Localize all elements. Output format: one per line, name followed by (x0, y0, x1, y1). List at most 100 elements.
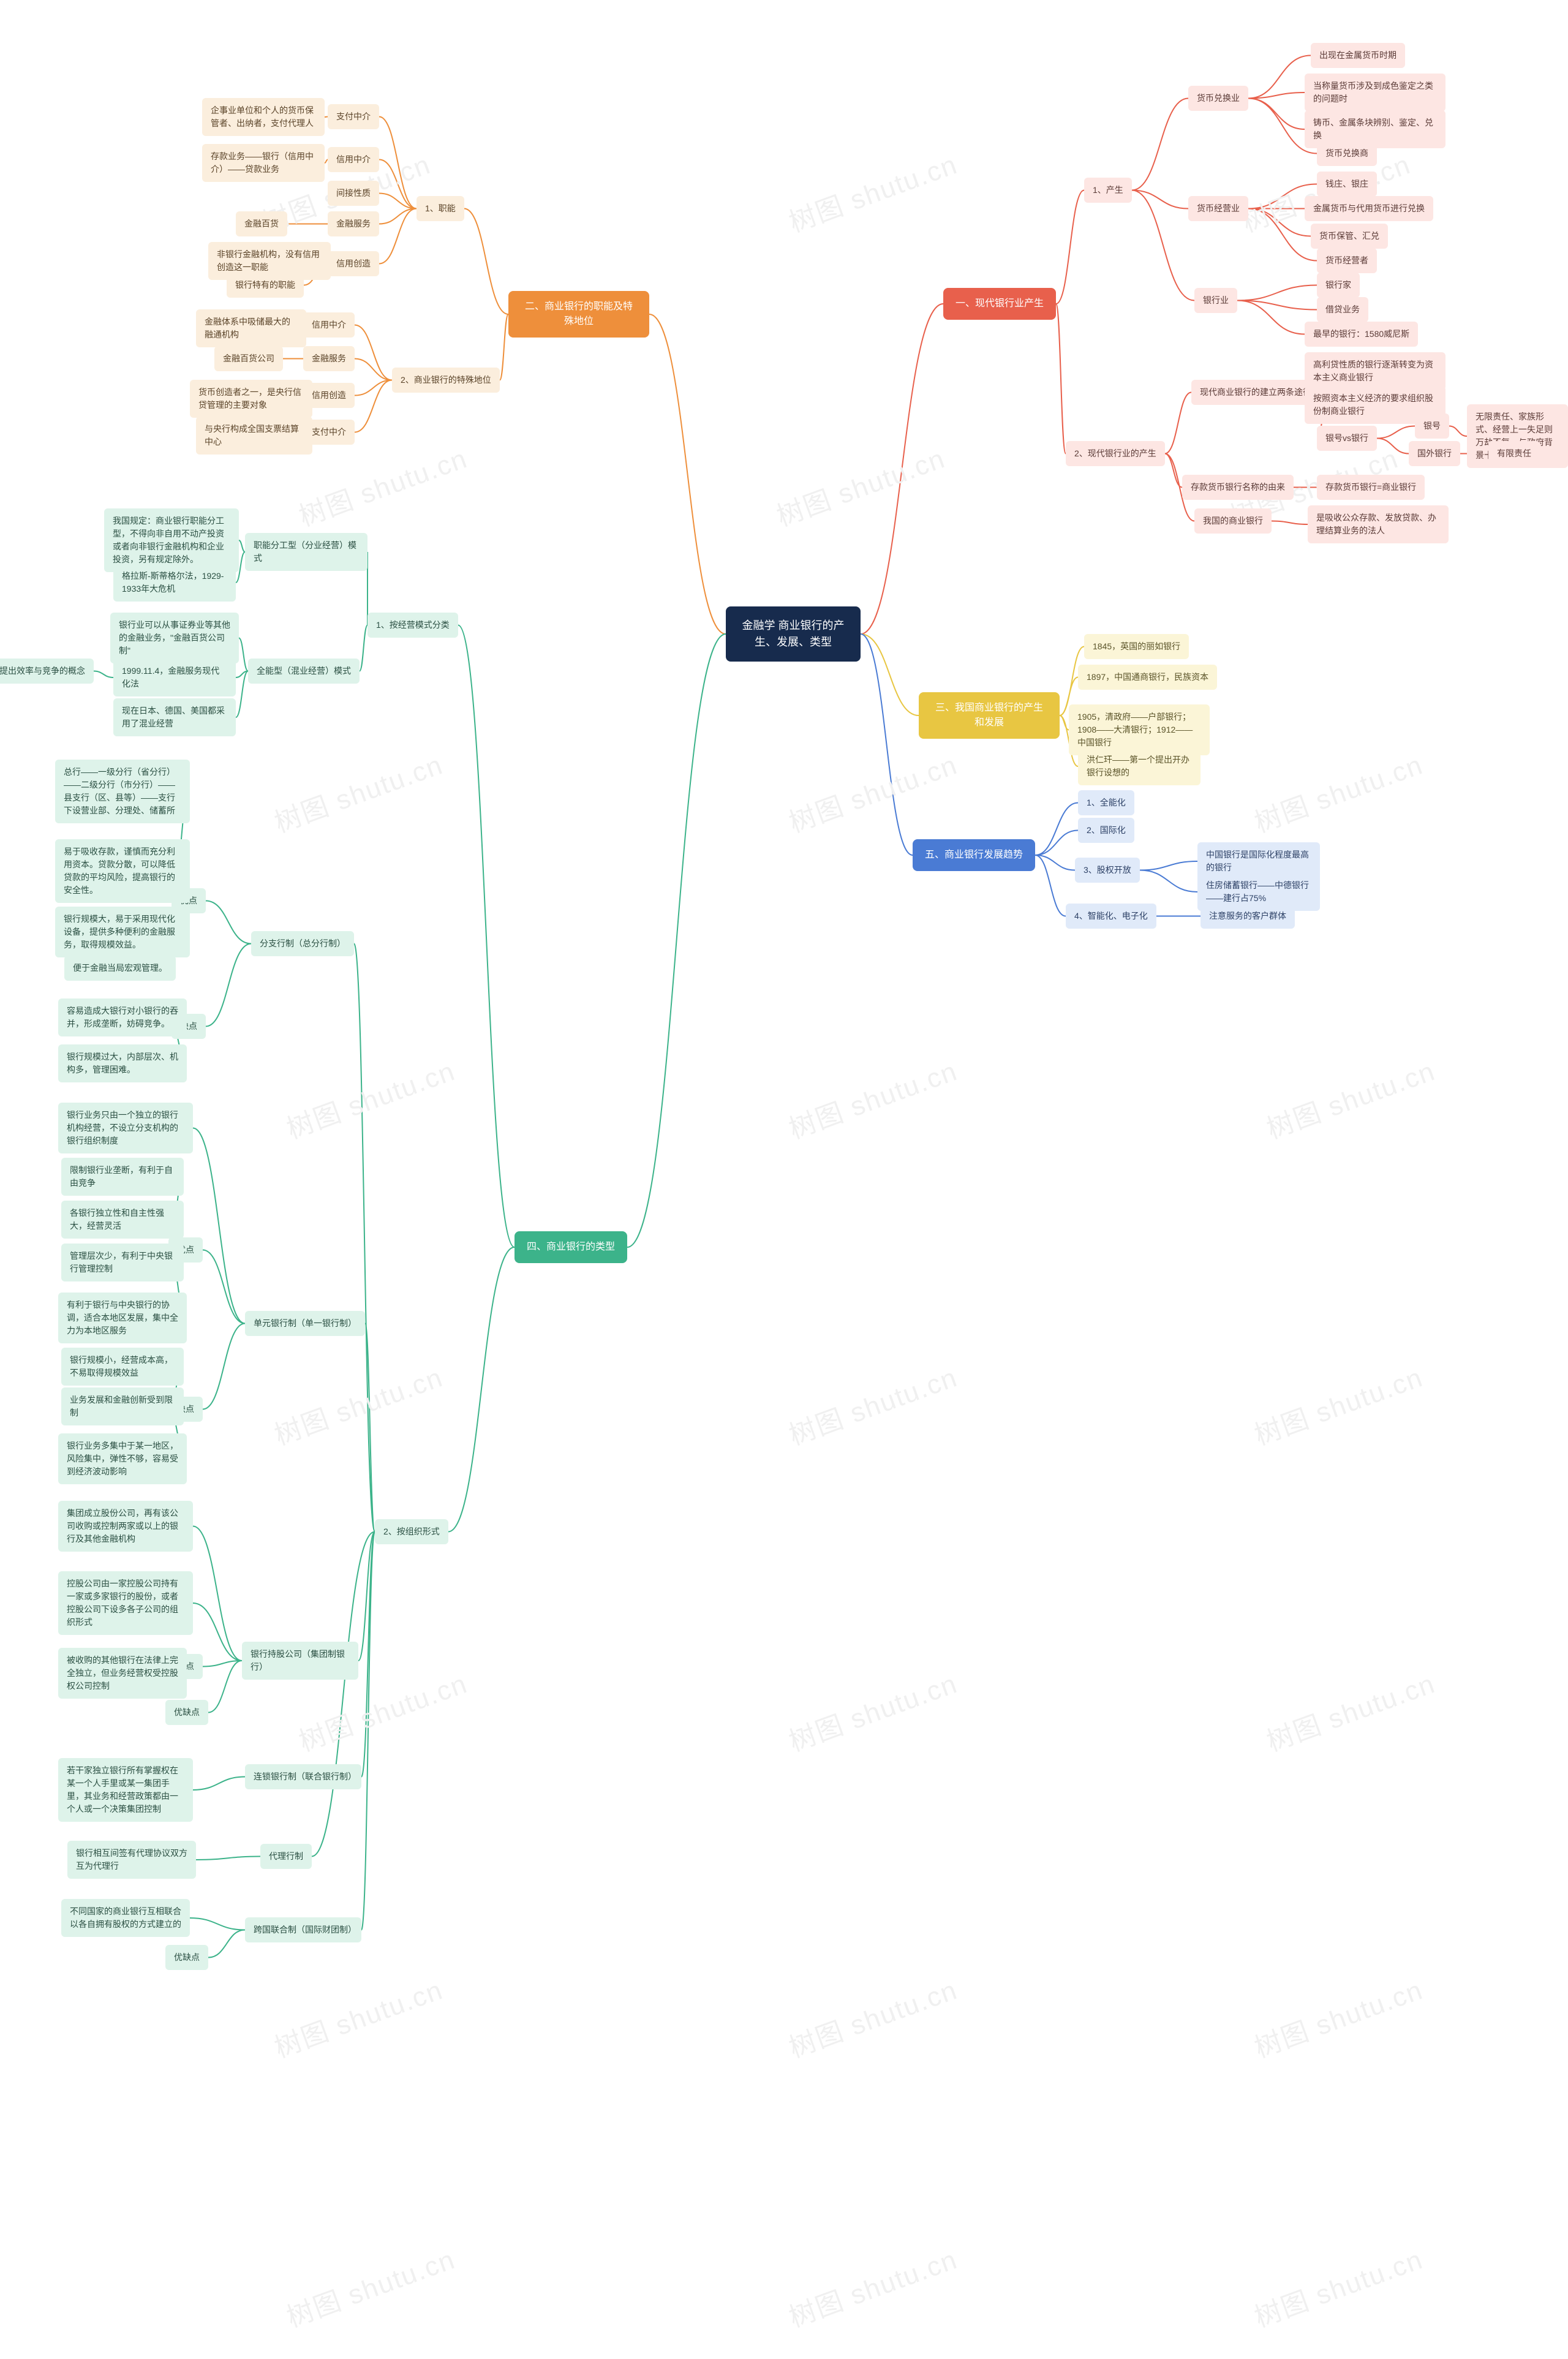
b1: 一、现代银行业产生 (943, 288, 1056, 320)
watermark: 树图 shutu.cn (281, 2238, 460, 2335)
w2: 2、国际化 (1078, 818, 1134, 843)
m3: 信用中介 (328, 147, 379, 172)
m2a: 企事业单位和个人的货币保管者、出纳者，支付代理人 (202, 98, 325, 136)
watermark: 树图 shutu.cn (1261, 1049, 1440, 1147)
n22a: 存款货币银行=商业银行 (1317, 475, 1425, 500)
g1b2: 1999.11.4，金融服务现代化法 (113, 659, 236, 696)
g2a: 分支行制（总分行制） (251, 931, 354, 956)
g2f: 跨国联合制（国际财团制） (245, 1917, 361, 1942)
g2b: 单元银行制（单一银行制） (245, 1311, 365, 1336)
mindmap-canvas: 树图 shutu.cn 树图 shutu.cn 树图 shutu.cn 树图 shut… (0, 0, 1568, 2359)
n2: 货币兑换业 (1188, 86, 1248, 111)
m2: 支付中介 (328, 104, 379, 129)
b2: 二、商业银行的职能及特殊地位 (508, 291, 649, 338)
g2a1c: 银行规模大，易于采用现代化设备，提供多种便利的金融服务，取得规模效益。 (55, 907, 190, 957)
g2b1c: 管理层次少，有利于中央银行管理控制 (61, 1244, 184, 1281)
n16: 2、现代银行业的产生 (1066, 441, 1165, 466)
g1b: 全能型（混业经营）模式 (248, 659, 360, 684)
watermark: 树图 shutu.cn (783, 143, 962, 240)
g1: 1、按经营模式分类 (368, 613, 458, 638)
g2a1d: 便于金融当局宏观管理。 (64, 956, 176, 981)
m6: 信用创造 (328, 251, 379, 276)
g2d: 连锁银行制（联合银行制） (245, 1764, 361, 1789)
n4: 银行业 (1194, 288, 1237, 313)
y4: 洪仁玕——第一个提出开办银行设想的 (1078, 747, 1200, 785)
g2a1a: 总行——一级分行（省分行）——二级分行（市分行）——县支行（区、县等）——支行下… (55, 760, 190, 823)
y2: 1897，中国通商银行，民族资本 (1078, 665, 1217, 690)
n20a: 银号 (1415, 413, 1449, 439)
n8: 货币兑换商 (1317, 141, 1377, 166)
g2b2a: 银行规模小，经营成本高，不易取得规模效益 (61, 1348, 184, 1386)
b4: 四、商业银行的类型 (514, 1231, 627, 1263)
w3: 3、股权开放 (1075, 858, 1140, 883)
n20b1: 有限责任 (1488, 441, 1540, 466)
g2b1d: 有利于银行与中央银行的协调，适合本地区发展，集中全力为本地区服务 (58, 1293, 187, 1343)
n5: 出现在金属货币时期 (1311, 43, 1405, 68)
w1: 1、全能化 (1078, 790, 1134, 815)
watermark: 树图 shutu.cn (771, 437, 950, 534)
watermark: 树图 shutu.cn (783, 1356, 962, 1453)
watermark: 树图 shutu.cn (1248, 1356, 1428, 1453)
n14: 借贷业务 (1317, 297, 1368, 322)
watermark: 树图 shutu.cn (783, 1968, 962, 2066)
g2b2c: 银行业务多集中于某一地区，风险集中，弹性不够，容易受到经济波动影响 (58, 1433, 187, 1484)
watermark: 树图 shutu.cn (268, 1968, 448, 2066)
g1b3: 现在日本、德国、美国都采用了混业经营 (113, 698, 236, 736)
g1b2a: 提出效率与竞争的概念 (0, 659, 94, 684)
m6b: 银行特有的职能 (227, 273, 304, 298)
m9a: 金融百货公司 (214, 346, 283, 371)
n3: 货币经营业 (1188, 196, 1248, 221)
b3: 三、我国商业银行的产生和发展 (919, 692, 1060, 739)
watermark: 树图 shutu.cn (1248, 743, 1428, 840)
g2a1b: 易于吸收存款，谨慎而充分利用资本。贷款分散，可以降低贷款的平均风险，提高银行的安… (55, 839, 190, 903)
m5a: 金融百货 (236, 211, 287, 236)
watermark: 树图 shutu.cn (1261, 1662, 1440, 1759)
g2f0: 不同国家的商业银行互相联合以各自拥有股权的方式建立的 (61, 1899, 190, 1937)
g1a: 职能分工型（分业经营）模式 (245, 533, 368, 571)
g2b1a: 限制银行业垄断，有利于自由竞争 (61, 1158, 184, 1196)
g2c0: 集团成立股份公司，再有该公司收购或控制两家或以上的银行及其他金融机构 (58, 1501, 193, 1552)
w4a: 注意服务的客户群体 (1200, 904, 1295, 929)
g2c3: 优缺点 (165, 1700, 208, 1725)
watermark: 树图 shutu.cn (268, 1356, 448, 1453)
root: 金融学 商业银行的产生、发展、类型 (726, 606, 861, 662)
m10a: 货币创造者之一，是央行信贷管理的主要对象 (190, 380, 312, 418)
n20b: 国外银行 (1409, 441, 1460, 466)
b5: 五、商业银行发展趋势 (913, 839, 1035, 871)
g2d0: 若干家独立银行所有掌握权在某一个人手里或某一集团手里，其业务和经营政策都由一个人… (58, 1758, 193, 1822)
watermark: 树图 shutu.cn (293, 437, 472, 534)
watermark: 树图 shutu.cn (1248, 2238, 1428, 2335)
m7: 2、商业银行的特殊地位 (392, 368, 500, 393)
g1a1: 我国规定：商业银行职能分工型，不得向非自用不动产投资或者向非银行金融机构和企业投… (104, 508, 239, 572)
n13: 银行家 (1317, 273, 1360, 298)
g2c: 银行持股公司（集团制银行） (242, 1642, 358, 1680)
g2c2a: 被收购的其他银行在法律上完全独立，但业务经营权受控股权公司控制 (58, 1648, 187, 1699)
m3a: 存款业务——银行（信用中介）——贷款业务 (202, 144, 325, 182)
watermark: 树图 shutu.cn (783, 2238, 962, 2335)
m8: 信用中介 (303, 312, 355, 338)
g2b0: 银行业务只由一个独立的银行机构经营，不设立分支机构的银行组织制度 (58, 1103, 193, 1153)
watermark: 树图 shutu.cn (1248, 1968, 1428, 2066)
g2a2a: 容易造成大银行对小银行的吞并，形成垄断，妨碍竞争。 (58, 998, 187, 1036)
g2f1: 优缺点 (165, 1945, 208, 1970)
g2c1: 控股公司由一家控股公司持有一家或多家银行的股份，或者控股公司下设多各子公司的组织… (58, 1571, 193, 1635)
watermark: 树图 shutu.cn (268, 743, 448, 840)
g2e0: 银行相互间签有代理协议双方互为代理行 (67, 1841, 196, 1879)
n1: 1、产生 (1084, 178, 1132, 203)
y1: 1845，英国的丽如银行 (1084, 634, 1189, 659)
g2: 2、按组织形式 (375, 1519, 448, 1544)
n22: 存款货币银行名称的由来 (1182, 475, 1294, 500)
n10: 金属货币与代用货币进行兑换 (1305, 196, 1433, 221)
g2b1b: 各银行独立性和自主性强大，经营灵活 (61, 1201, 184, 1239)
g2b2b: 业务发展和金融创新受到限制 (61, 1387, 184, 1425)
n11: 货币保管、汇兑 (1311, 224, 1388, 249)
watermark: 树图 shutu.cn (783, 1049, 962, 1147)
g1b1: 银行业可以从事证券业等其他的金融业务，"金融百货公司制" (110, 613, 239, 663)
m9: 金融服务 (303, 346, 355, 371)
m4: 间接性质 (328, 181, 379, 206)
m8a: 金融体系中吸储最大的融通机构 (196, 309, 306, 347)
n12: 货币经营者 (1317, 248, 1377, 273)
m5: 金融服务 (328, 211, 379, 236)
watermark: 树图 shutu.cn (783, 1662, 962, 1759)
n23: 我国的商业银行 (1194, 508, 1272, 534)
